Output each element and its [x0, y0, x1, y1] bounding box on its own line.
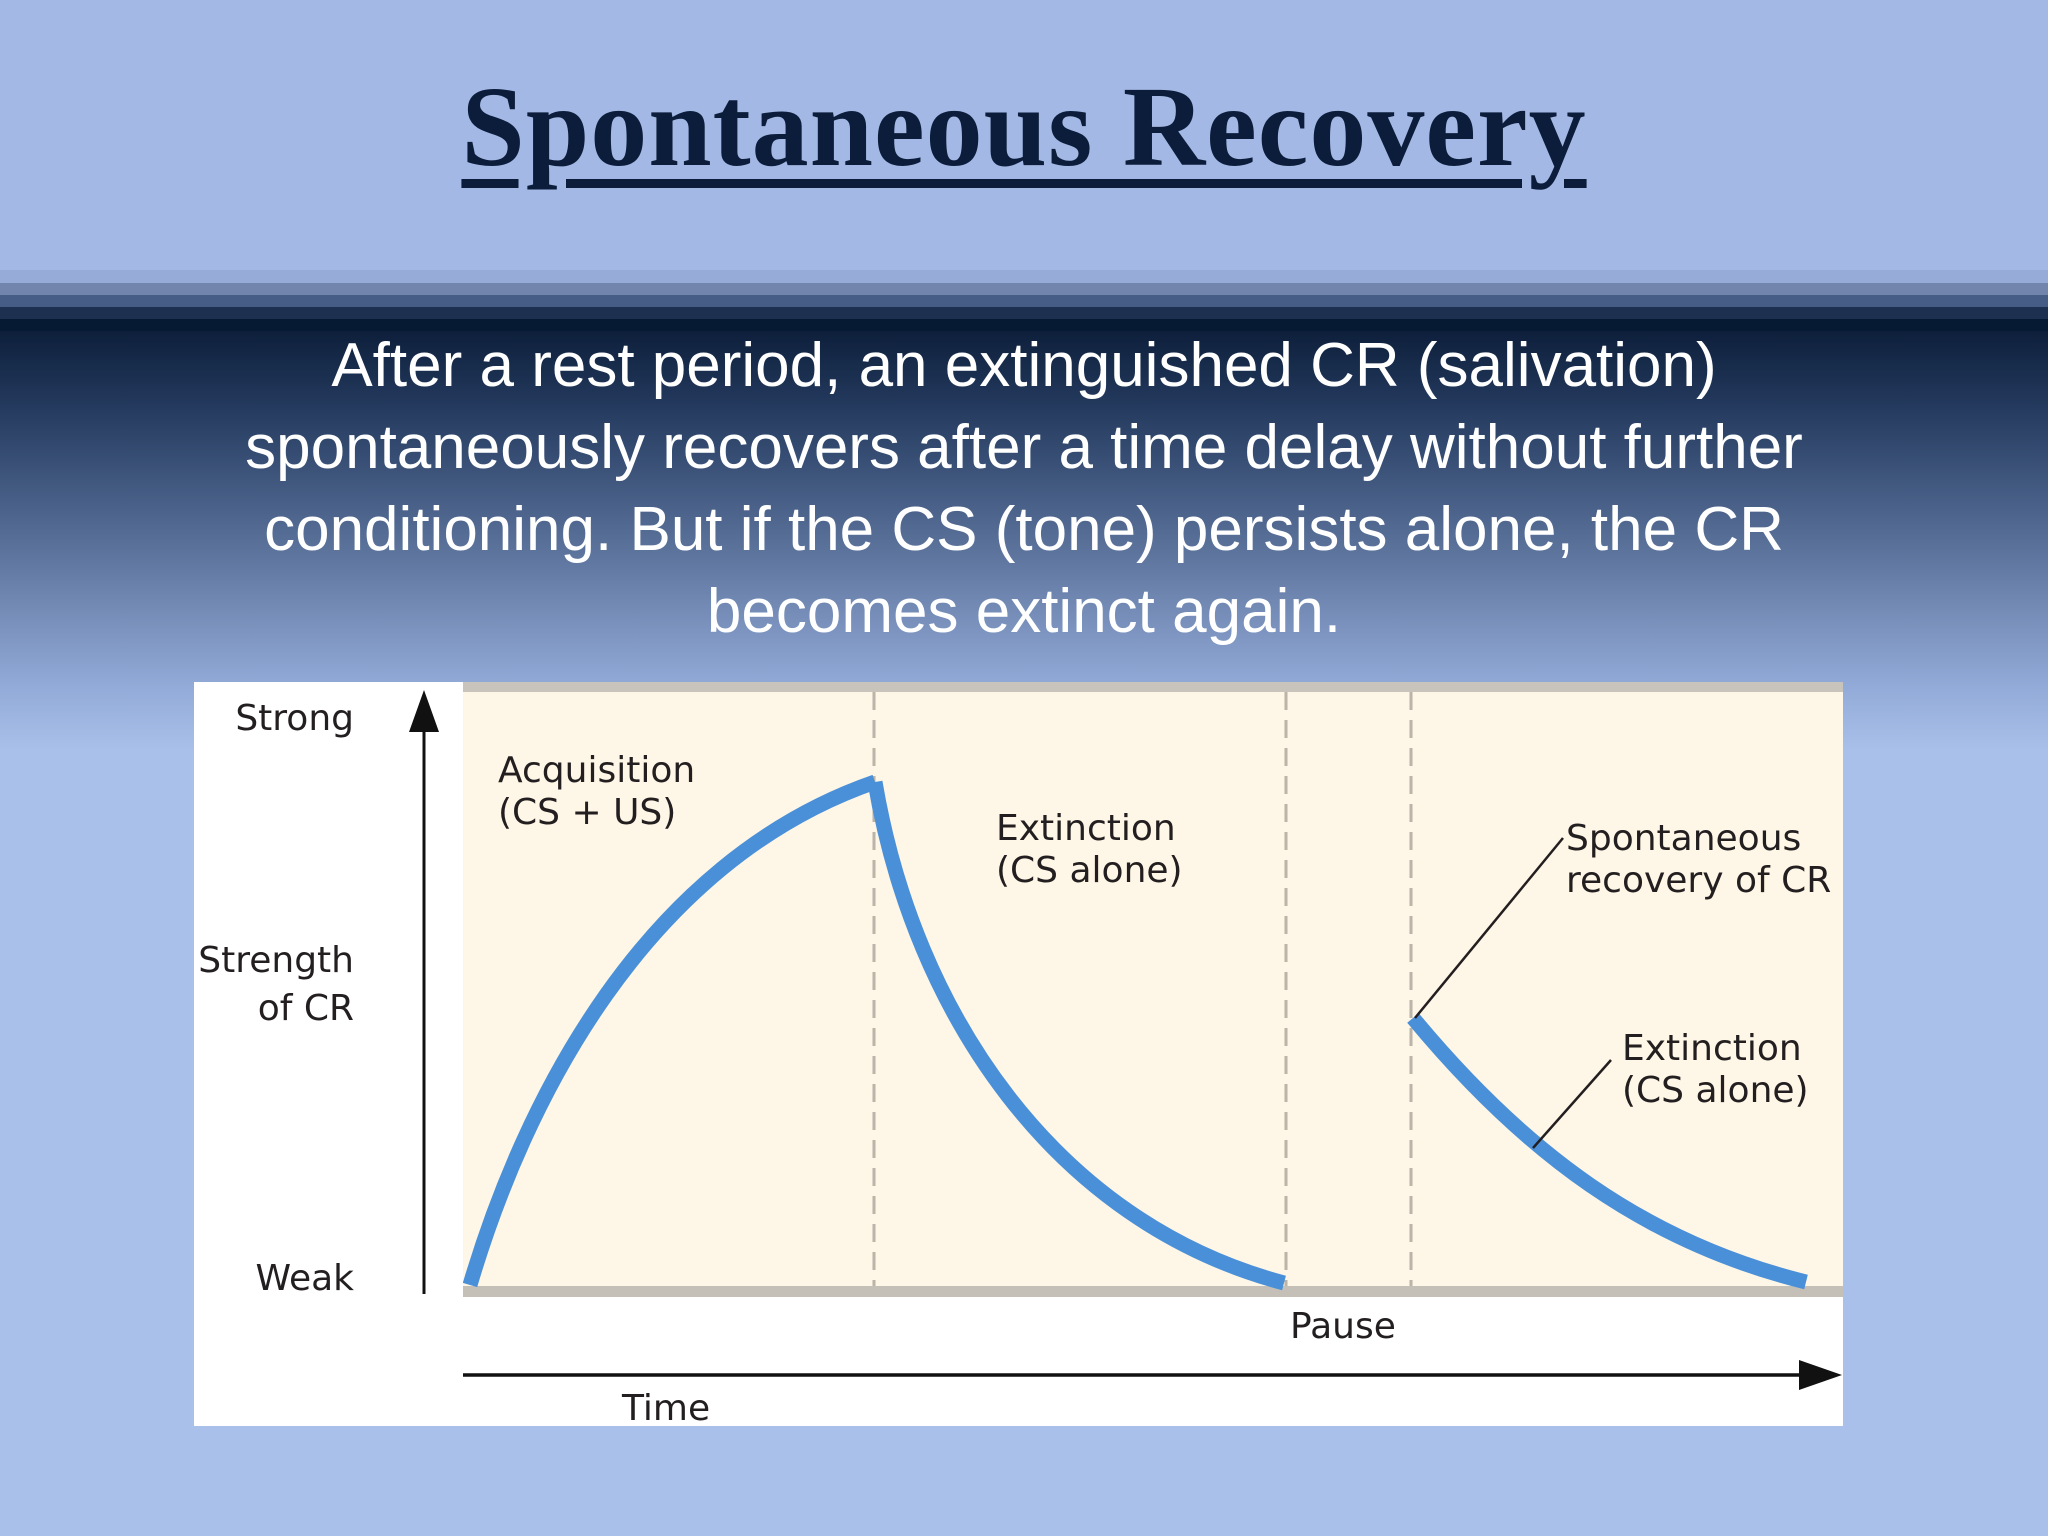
- divider-band: [0, 270, 2048, 283]
- diagram-svg: [409, 682, 1843, 1390]
- extinction-curve: [867, 780, 1286, 1291]
- x-axis-arrow-icon: [1799, 1360, 1842, 1390]
- plot-baseline: [463, 1286, 1843, 1297]
- body-line: spontaneously recovers after a time dela…: [245, 413, 1803, 482]
- extinction-label-line1: Extinction: [996, 808, 1176, 849]
- divider-band: [0, 295, 2048, 307]
- extinction2-leader-line: [1532, 1059, 1612, 1149]
- spontaneous-recovery-diagram: Strong Strength of CR Weak Acquisition (…: [194, 682, 1843, 1429]
- pause-label: Pause: [1290, 1306, 1396, 1347]
- plot-top-border: [463, 682, 1843, 692]
- y-axis-title-line1: Strength: [198, 940, 354, 981]
- divider-band: [0, 307, 2048, 319]
- spontaneous-label-line1: Spontaneous: [1566, 818, 1802, 859]
- x-axis-title: Time: [622, 1388, 711, 1429]
- y-axis-arrow-icon: [409, 690, 439, 732]
- slide-title: Spontaneous Recovery: [461, 63, 1587, 190]
- acquisition-curve: [462, 774, 878, 1288]
- extinction-label-line2: (CS alone): [996, 850, 1183, 891]
- plot-area: [463, 682, 1843, 1292]
- body-text: After a rest period, an extinguished CR …: [100, 325, 1948, 653]
- gradient-background: [0, 331, 2048, 751]
- extinction2-label-line2: (CS alone): [1622, 1070, 1809, 1111]
- body-line: conditioning. But if the CS (tone) persi…: [264, 495, 1784, 564]
- recovery-extinction-curve: [1407, 1013, 1808, 1290]
- spontaneous-leader-line: [1414, 837, 1564, 1019]
- y-label-strong: Strong: [235, 698, 354, 739]
- extinction2-label-line1: Extinction: [1622, 1028, 1802, 1069]
- title-area: [0, 0, 2048, 270]
- body-line: becomes extinct again.: [706, 577, 1342, 646]
- spontaneous-label-line2: recovery of CR: [1566, 860, 1832, 901]
- acquisition-label-line2: (CS + US): [498, 792, 677, 833]
- body-line: After a rest period, an extinguished CR …: [331, 331, 1717, 400]
- y-label-weak: Weak: [255, 1258, 354, 1299]
- divider-band: [0, 283, 2048, 295]
- y-axis-title-line2: of CR: [257, 988, 354, 1029]
- acquisition-label-line1: Acquisition: [498, 750, 696, 791]
- divider-band: [0, 319, 2048, 331]
